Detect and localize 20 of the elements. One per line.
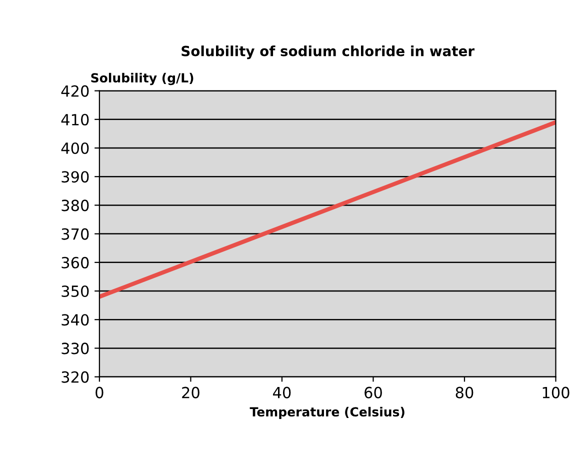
- x-tick-label: 60: [364, 386, 382, 398]
- x-tick-label: 80: [456, 386, 474, 398]
- x-axis-title: Temperature (Celsius): [250, 406, 404, 419]
- y-tick-label: 370: [62, 228, 89, 240]
- y-tick-label: 340: [62, 314, 89, 326]
- x-tick-label: 100: [542, 386, 570, 398]
- y-tick-label: 380: [62, 200, 89, 212]
- x-tick-label: 0: [96, 386, 104, 398]
- y-tick-label: 390: [62, 171, 89, 183]
- chart-title: Solubility of sodium chloride in water: [182, 46, 475, 60]
- y-tick-label: 330: [62, 342, 89, 354]
- y-tick-label: 360: [62, 256, 89, 268]
- y-tick-label: 400: [61, 142, 89, 154]
- y-tick-label: 420: [61, 85, 89, 97]
- y-tick-label: 320: [62, 371, 89, 383]
- y-tick-label: 410: [61, 114, 89, 126]
- y-tick-label: 350: [62, 285, 89, 298]
- x-tick-label: 20: [182, 386, 200, 398]
- x-tick-label: 40: [272, 386, 291, 398]
- y-axis-title: Solubility (g/L): [91, 72, 194, 86]
